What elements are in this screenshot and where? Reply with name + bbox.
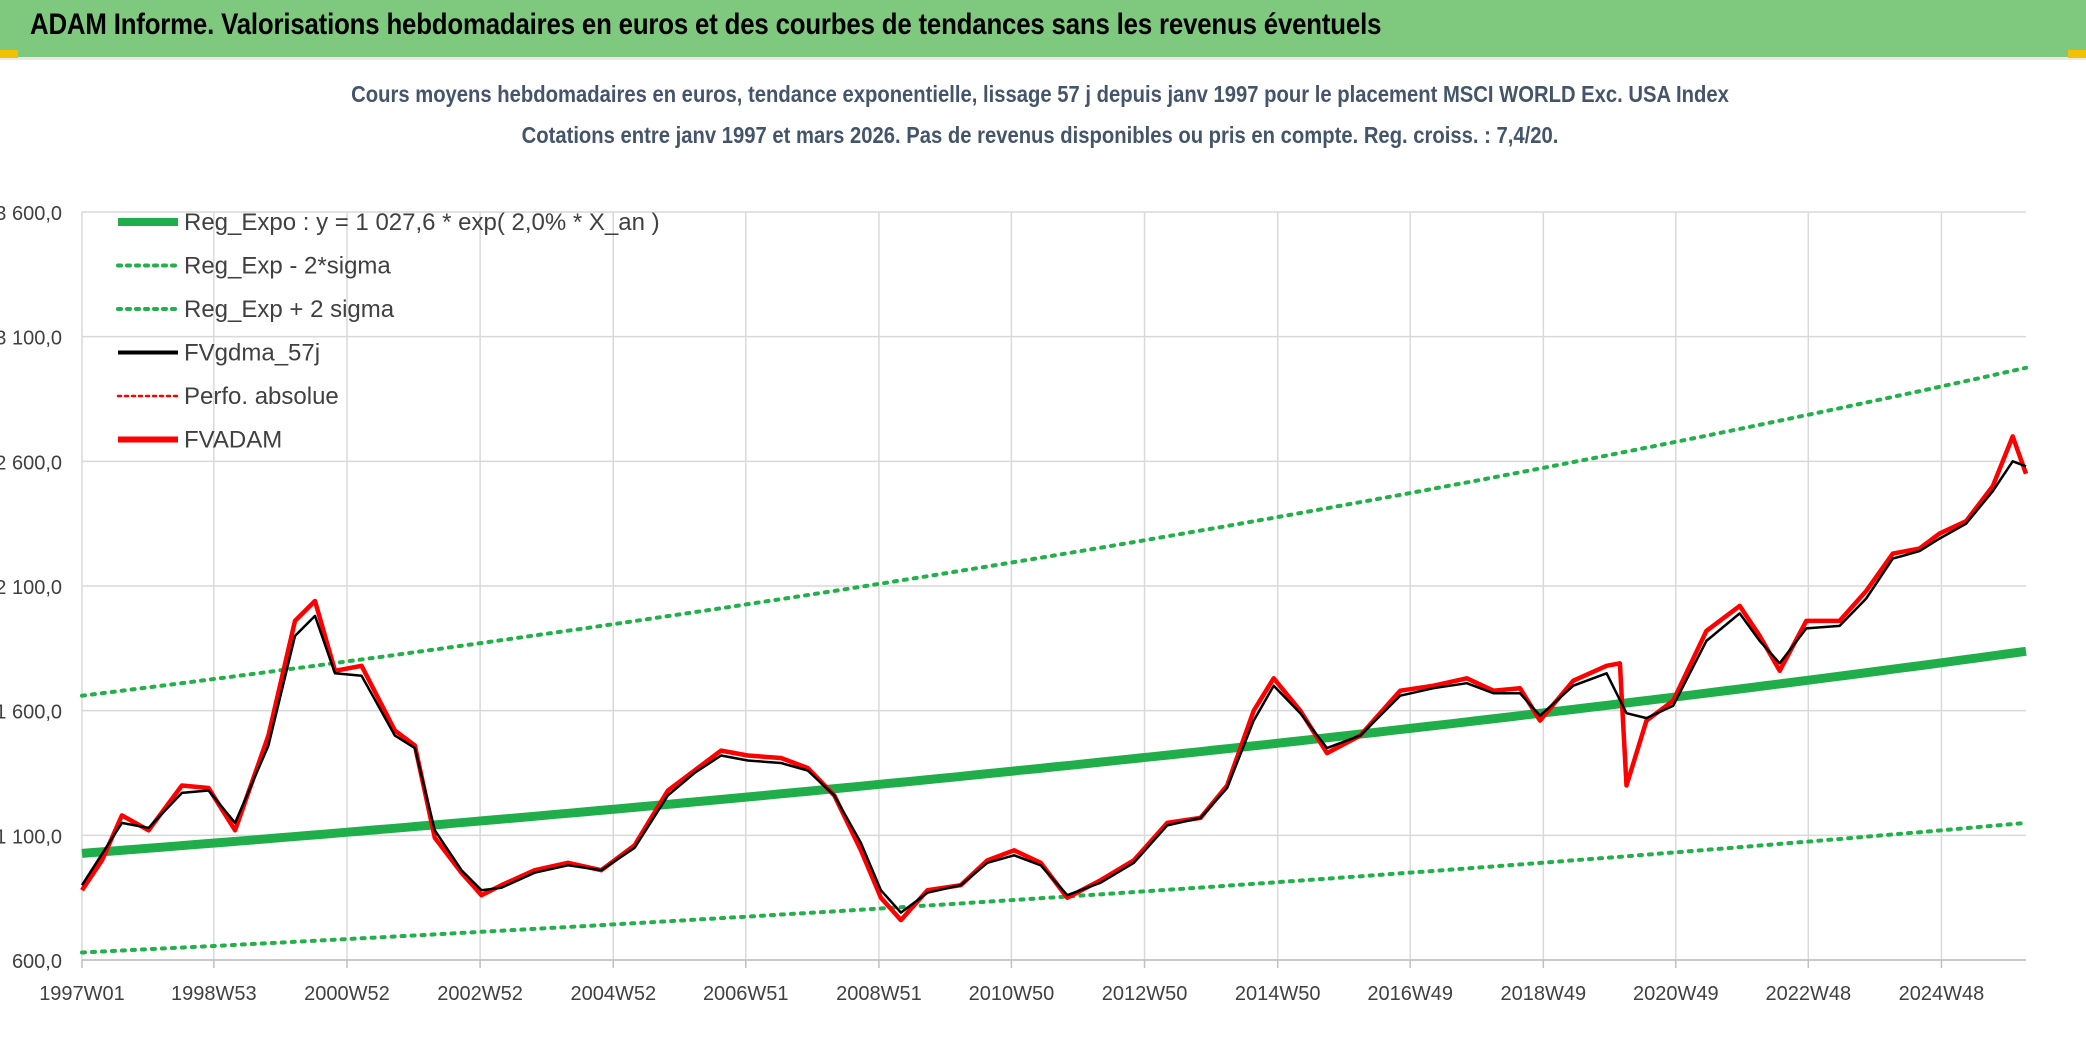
y-tick-label: 1 100,0 [0,826,62,848]
x-tick-label: 2010W50 [969,983,1055,1005]
legend-label: FVgdma_57j [184,340,320,367]
chart-grid [81,211,2026,961]
y-tick-label: 600,0 [12,951,62,973]
x-tick-label: 2022W48 [1765,983,1851,1005]
chart-legend: Reg_Expo : y = 1 027,6 * exp( 2,0% * X_a… [116,209,660,454]
line-chart: Cours moyens hebdomadaires en euros, ten… [0,60,2086,1038]
x-tick-label: 2018W49 [1501,983,1587,1005]
series-reg-exp-minus-2-sigma [80,820,2028,955]
x-tick-label: 2006W51 [703,983,789,1005]
x-tick-label: 2016W49 [1367,983,1453,1005]
legend-label: Perfo. absolue [184,383,339,410]
header-corner-right [2068,50,2086,58]
legend-label: Reg_Exp + 2 sigma [184,296,395,323]
x-tick-label: 2020W49 [1633,983,1719,1005]
series-reg-exp-plus-2-sigma [80,365,2028,698]
chart-title: Cours moyens hebdomadaires en euros, ten… [351,81,1729,108]
y-tick-label: 1 600,0 [0,702,62,724]
series-layer [80,365,2029,955]
x-tick-label: 1997W01 [39,983,125,1005]
y-tick-label: 3 600,0 [0,203,62,225]
x-tick-label: 2004W52 [570,983,656,1005]
x-tick-label: 1998W53 [171,983,257,1005]
x-tick-label: 2024W48 [1899,983,1985,1005]
series-fvgdma-57j [80,460,2027,914]
header-corner-left [0,50,18,58]
y-axis: 600,0 1 100,0 1 600,0 2 100,0 2 600,0 3 100,0… [0,203,62,973]
chart-subtitle: Cotations entre janv 1997 et mars 2026. … [522,122,1559,149]
y-tick-label: 2 600,0 [0,452,62,474]
report-header: ADAM Informe. Valorisations hebdomadaire… [0,0,2086,60]
x-tick-label: 2008W51 [836,983,922,1005]
chart-frame: Cours moyens hebdomadaires en euros, ten… [0,60,2086,1038]
x-tick-label: 2002W52 [437,983,523,1005]
report-title: ADAM Informe. Valorisations hebdomadaire… [30,8,1382,41]
chart-background [0,60,2086,1038]
x-tick-label: 2012W50 [1102,983,1188,1005]
x-tick-label: 2000W52 [304,983,390,1005]
legend-label: Reg_Expo : y = 1 027,6 * exp( 2,0% * X_a… [184,209,660,236]
y-tick-label: 3 100,0 [0,328,62,350]
x-tick-label: 2014W50 [1235,983,1321,1005]
legend-label: FVADAM [184,427,282,454]
legend-label: Reg_Exp - 2*sigma [184,253,391,280]
y-tick-label: 2 100,0 [0,577,62,599]
series-reg-expo [81,646,2027,858]
x-axis: 1997W01 1998W53 2000W52 2002W52 2004W52 2006W… [39,959,2026,1005]
